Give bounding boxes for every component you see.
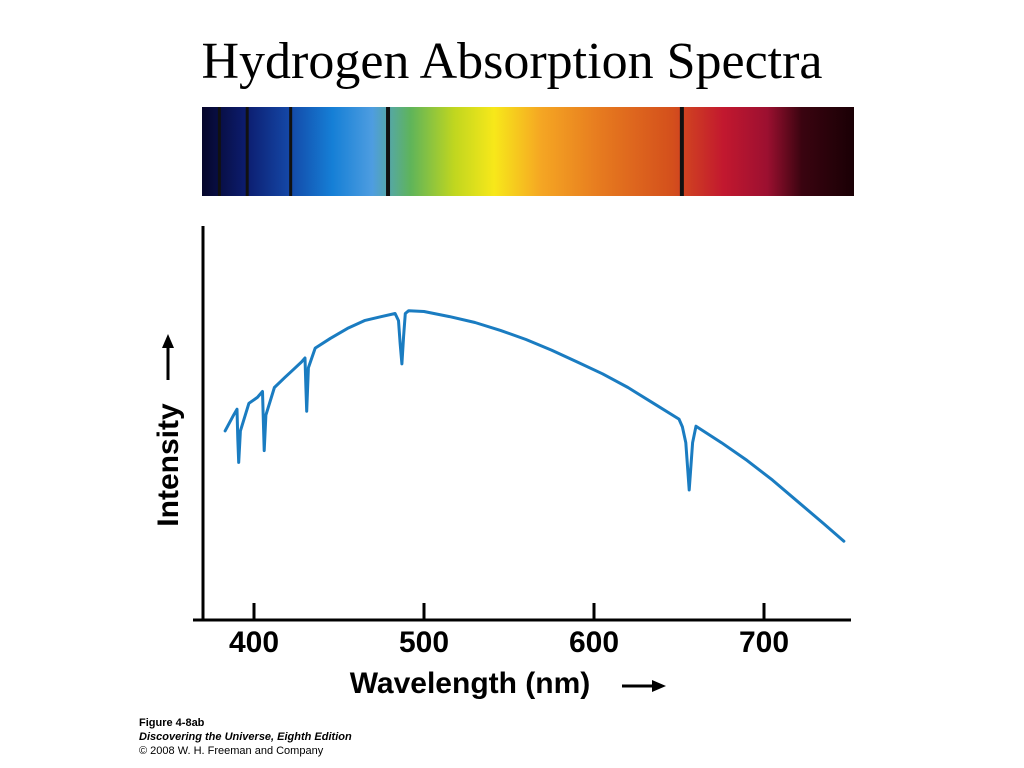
slide-title: Hydrogen Absorption Spectra	[201, 33, 823, 90]
x-tick-label-400: 400	[229, 626, 279, 659]
figure-number: Figure 4-8ab	[139, 717, 205, 729]
intensity-series-line	[223, 309, 846, 543]
y-axis-arrow	[162, 334, 174, 380]
x-tick-label-500: 500	[399, 626, 449, 659]
absorption-spectrum-strip	[202, 107, 854, 196]
y-axis-label: Intensity	[152, 403, 185, 527]
spectrum-band	[202, 107, 854, 196]
x-axis-arrow	[622, 680, 666, 692]
book-title: Discovering the Universe, Eighth Edition	[139, 731, 352, 743]
x-tick-label-600: 600	[569, 626, 619, 659]
copyright-notice: © 2008 W. H. Freeman and Company	[139, 745, 324, 757]
x-tick-label-700: 700	[739, 626, 789, 659]
x-axis-label: Wavelength (nm)	[350, 667, 591, 700]
x-tick-labels: 400 500 600 700	[229, 626, 789, 659]
absorption-lines	[217, 107, 684, 196]
x-ticks	[252, 603, 766, 620]
